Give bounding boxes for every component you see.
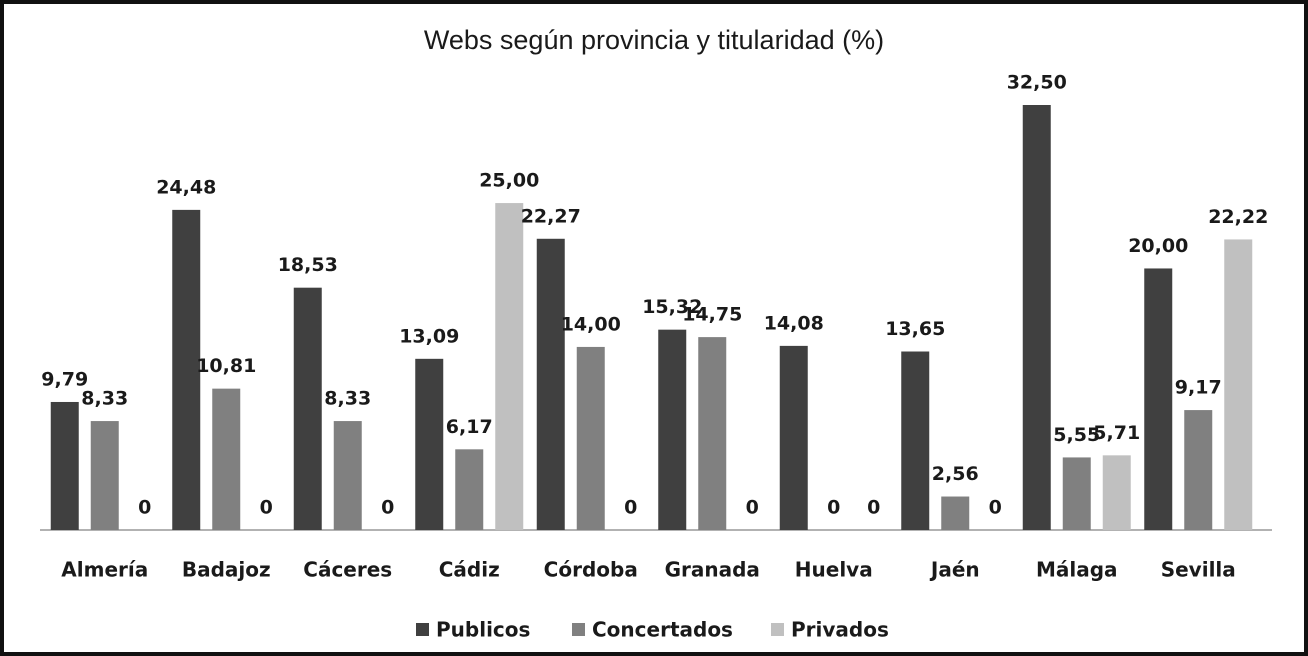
- value-label: 32,50: [1007, 72, 1067, 94]
- value-label: 9,17: [1175, 377, 1222, 399]
- legend-swatch: [416, 623, 429, 636]
- legend-swatch: [771, 623, 784, 636]
- bar: [415, 358, 444, 530]
- legend-label: Privados: [791, 618, 889, 642]
- value-label: 22,27: [521, 205, 581, 227]
- value-label: 8,33: [324, 388, 371, 410]
- x-tick-label: Málaga: [1036, 558, 1118, 582]
- bar: [1022, 105, 1051, 530]
- value-label: 18,53: [278, 254, 338, 276]
- bar: [293, 287, 322, 530]
- value-label: 2,56: [932, 463, 979, 485]
- bar: [901, 351, 930, 530]
- x-tick-label: Sevilla: [1161, 558, 1236, 582]
- value-label: 8,33: [81, 388, 128, 410]
- chart-title: Webs según provincia y titularidad (%): [424, 25, 884, 55]
- value-label: 6,17: [446, 416, 493, 438]
- bar: [495, 203, 524, 531]
- x-tick-label: Almería: [61, 558, 148, 582]
- x-tick-label: Badajoz: [182, 558, 271, 582]
- value-label: 0: [260, 497, 273, 519]
- value-label: 9,79: [41, 368, 88, 390]
- legend-label: Concertados: [592, 618, 733, 642]
- bar: [658, 329, 687, 530]
- bar: [333, 421, 362, 530]
- bar: [1062, 457, 1091, 530]
- bar: [779, 345, 808, 530]
- value-label: 0: [827, 497, 840, 519]
- value-label: 0: [746, 497, 759, 519]
- legend-swatch: [572, 623, 585, 636]
- value-label: 0: [867, 497, 880, 519]
- x-tick-label: Cádiz: [439, 558, 500, 582]
- value-label: 25,00: [479, 170, 539, 192]
- value-label: 20,00: [1128, 235, 1188, 257]
- bar: [50, 401, 79, 530]
- value-label: 5,55: [1053, 424, 1100, 446]
- bar: [1224, 239, 1253, 530]
- x-tick-label: Cáceres: [303, 558, 392, 582]
- bar: [576, 346, 605, 530]
- bar: [698, 337, 727, 530]
- value-label: 0: [138, 497, 151, 519]
- value-label: 5,71: [1093, 422, 1140, 444]
- value-label: 14,75: [682, 304, 742, 326]
- x-tick-label: Córdoba: [544, 558, 638, 582]
- bar: [1184, 410, 1213, 530]
- value-label: 22,22: [1208, 206, 1268, 228]
- value-label: 0: [381, 497, 394, 519]
- value-label: 13,09: [399, 325, 459, 347]
- value-label: 0: [989, 497, 1002, 519]
- bar: [90, 421, 119, 530]
- x-tick-label: Jaén: [929, 558, 980, 582]
- value-label: 15,32: [642, 296, 702, 318]
- bar: [536, 238, 565, 530]
- value-label: 24,48: [156, 176, 216, 198]
- value-label: 14,08: [764, 312, 824, 334]
- bar: [1144, 268, 1173, 530]
- value-label: 13,65: [885, 318, 945, 340]
- bar: [941, 496, 970, 530]
- value-label: 0: [624, 497, 637, 519]
- bar: [212, 388, 241, 530]
- x-tick-label: Huelva: [795, 558, 873, 582]
- legend-label: Publicos: [436, 618, 530, 642]
- bar: [172, 209, 201, 530]
- value-label: 14,00: [561, 313, 621, 335]
- bar: [455, 449, 484, 530]
- bar: [1102, 455, 1131, 530]
- value-label: 10,81: [196, 355, 256, 377]
- x-tick-label: Granada: [665, 558, 760, 582]
